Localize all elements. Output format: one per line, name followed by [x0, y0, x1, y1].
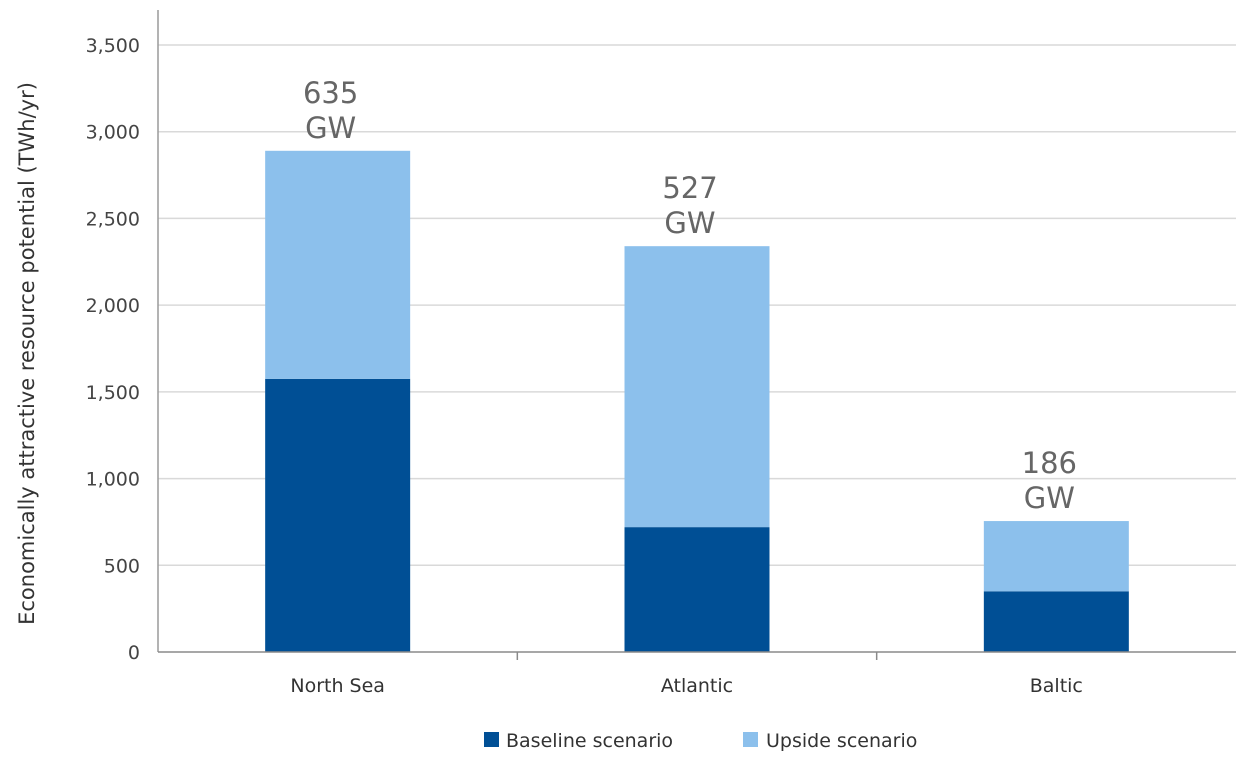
y-tick-label: 3,000 — [86, 122, 140, 144]
x-category-label: Atlantic — [661, 675, 733, 697]
y-tick-label: 3,500 — [86, 35, 140, 57]
capacity-value-label: 186 — [1022, 446, 1077, 480]
bar-segment-upside — [983, 521, 1129, 592]
y-tick-label: 0 — [128, 642, 140, 664]
bar-segment-baseline — [624, 527, 770, 652]
capacity-unit-label: GW — [664, 206, 715, 240]
x-category-label: North Sea — [290, 675, 385, 697]
legend-label: Upside scenario — [766, 730, 917, 752]
y-tick-label: 500 — [104, 555, 140, 577]
y-axis-title: Economically attractive resource potenti… — [15, 82, 39, 625]
capacity-unit-label: GW — [1024, 481, 1075, 515]
bar-segment-upside — [265, 150, 411, 379]
y-tick-label: 1,000 — [86, 469, 140, 491]
bar-segment-upside — [624, 246, 770, 528]
y-tick-label: 2,000 — [86, 295, 140, 317]
capacity-unit-label: GW — [305, 111, 356, 145]
legend-swatch — [484, 732, 499, 747]
y-tick-label: 1,500 — [86, 382, 140, 404]
bar-segment-baseline — [983, 591, 1129, 652]
y-tick-label: 2,500 — [86, 208, 140, 230]
legend-label: Baseline scenario — [506, 730, 673, 752]
legend-swatch — [743, 732, 758, 747]
capacity-value-label: 527 — [662, 171, 717, 205]
x-category-label: Baltic — [1030, 675, 1083, 697]
bar-segment-baseline — [265, 378, 411, 652]
capacity-value-label: 635 — [303, 76, 358, 110]
